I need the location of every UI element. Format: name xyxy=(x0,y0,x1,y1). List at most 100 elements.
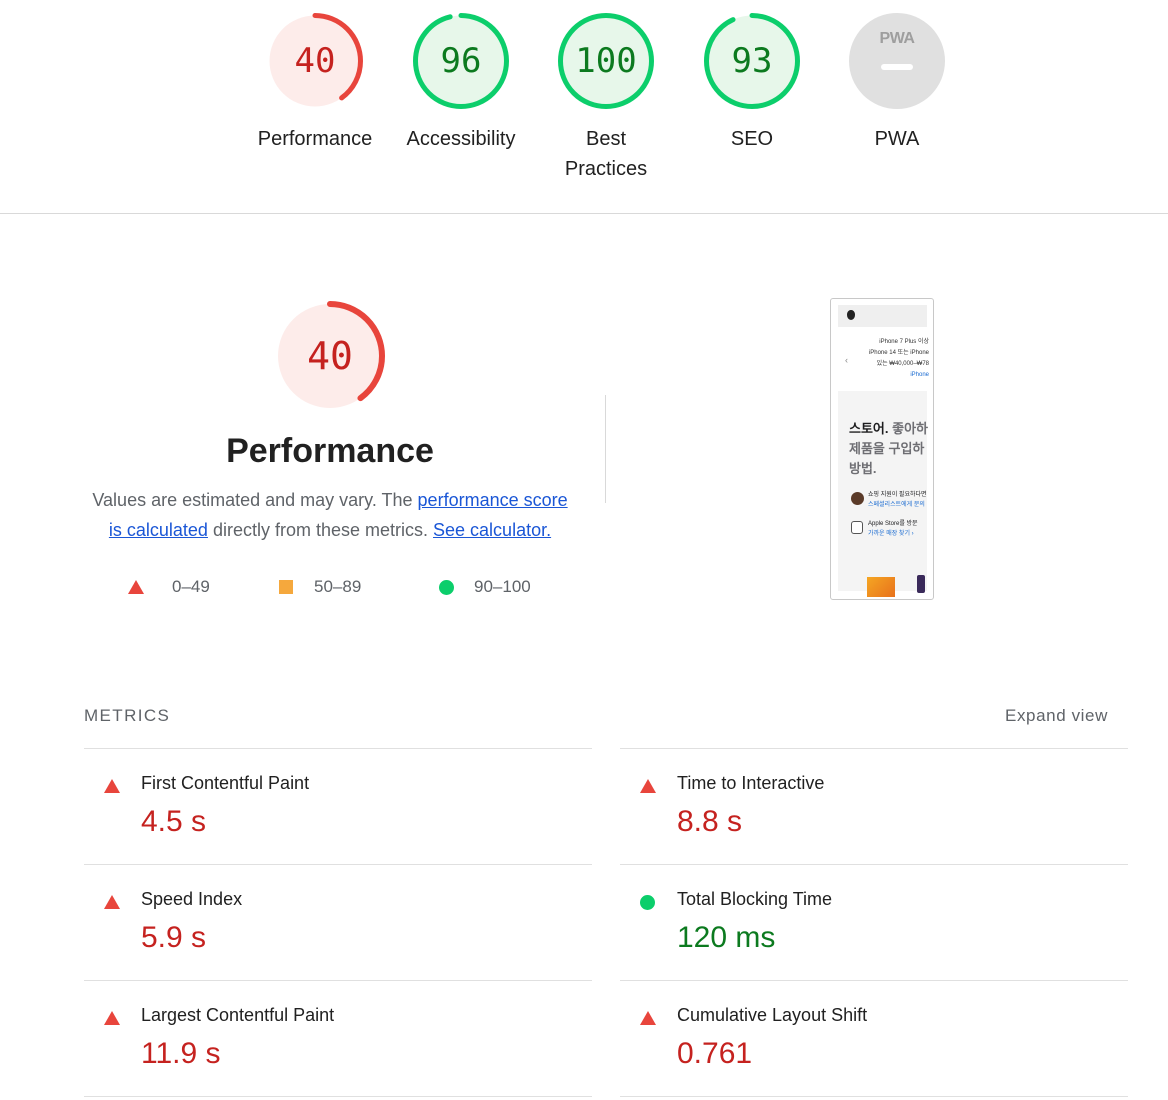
square-icon xyxy=(279,580,293,594)
gauge-progress-arc xyxy=(558,13,654,109)
expand-view-toggle[interactable]: Expand view xyxy=(1005,706,1108,725)
metric-name: Largest Contentful Paint xyxy=(141,1005,335,1025)
metric-value: 8.8 s xyxy=(677,805,743,838)
metric-value: 5.9 s xyxy=(141,921,207,954)
metric-name: First Contentful Paint xyxy=(141,773,310,793)
apple-logo-icon xyxy=(847,310,855,320)
metric-value: 11.9 s xyxy=(141,1037,221,1070)
legend-pass-range: 90–100 xyxy=(474,577,531,596)
gauge-ring: 40 xyxy=(266,12,364,110)
triangle-icon xyxy=(128,580,144,594)
gauge-accessibility[interactable]: 96 Accessibility xyxy=(391,12,531,154)
desc-text-pre: Values are estimated and may vary. The xyxy=(92,490,418,510)
gauge-seo[interactable]: 93 SEO xyxy=(682,12,822,154)
gauge-background xyxy=(415,15,507,107)
metric-time-to-interactive[interactable]: Time to Interactive 8.8 s xyxy=(620,748,1128,864)
headline-line: 제품을 구입하 xyxy=(849,441,925,456)
metric-value: 0.761 xyxy=(677,1037,753,1070)
legend-average-range: 50–89 xyxy=(314,577,362,596)
pwa-badge-text: PWA xyxy=(879,30,915,47)
screenshot-row: Apple Store를 방문 가까운 매장 찾기 › xyxy=(868,519,933,539)
gauge-progress-arc xyxy=(275,301,385,411)
section-divider xyxy=(605,395,606,503)
gauge-ring: 96 xyxy=(412,12,510,110)
gauge-best-practices[interactable]: 100 Best Practices xyxy=(536,12,676,184)
gauge-label: Performance xyxy=(257,128,373,150)
notice-line: iPhone 7 Plus 이상 xyxy=(879,339,929,345)
row-link: 스페셜리스트에게 문의 xyxy=(868,502,925,508)
screenshot-headline: 스토어. 좋아하 제품을 구입하 방법. xyxy=(849,419,929,479)
metrics-bottom-border xyxy=(620,1096,1128,1097)
gauge-label: PWA xyxy=(874,128,920,150)
gauge-pwa[interactable]: PWA PWA xyxy=(827,12,967,154)
gauge-progress-arc xyxy=(267,13,363,109)
row-title: Apple Store를 방문 xyxy=(868,521,918,527)
gauge-score: 96 xyxy=(440,41,482,81)
product-image xyxy=(867,577,895,597)
metrics-header: METRICS xyxy=(84,706,171,725)
gauge-background xyxy=(269,15,361,107)
notice-line: 있는 ₩40,000–₩78 xyxy=(876,361,929,367)
fail-triangle-icon xyxy=(640,1011,656,1025)
row-link: 가까운 매장 찾기 › xyxy=(868,531,914,537)
gauge-background xyxy=(278,304,382,408)
desc-text-mid: directly from these metrics. xyxy=(207,520,434,540)
metric-total-blocking-time[interactable]: Total Blocking Time 120 ms xyxy=(620,864,1128,980)
fail-triangle-icon xyxy=(640,779,656,793)
headline-line: 방법. xyxy=(849,461,877,476)
pwa-badge xyxy=(849,13,945,109)
metric-first-contentful-paint[interactable]: First Contentful Paint 4.5 s xyxy=(84,748,592,864)
gauge-ring: PWA xyxy=(848,12,946,110)
performance-score: 40 xyxy=(307,334,353,378)
fail-triangle-icon xyxy=(104,895,120,909)
metric-name: Total Blocking Time xyxy=(677,889,833,909)
gauge-label: Accessibility xyxy=(406,128,516,150)
notice-link: iPhone xyxy=(910,372,929,378)
metric-largest-contentful-paint[interactable]: Largest Contentful Paint 11.9 s xyxy=(84,980,592,1096)
gauge-performance[interactable]: 40 Performance xyxy=(245,12,385,154)
gauge-score: 100 xyxy=(575,41,637,81)
performance-gauge: 40 xyxy=(274,300,386,412)
screenshot-row: 쇼핑 지원이 필요하다면 스페셜리스트에게 문의 xyxy=(868,490,933,510)
gauge-arc-3 xyxy=(704,13,800,109)
metric-name: Time to Interactive xyxy=(677,773,825,793)
metric-cumulative-layout-shift[interactable]: Cumulative Layout Shift 0.761 xyxy=(620,980,1128,1096)
metric-value: 120 ms xyxy=(677,921,776,954)
headline-bold: 스토어. xyxy=(849,421,889,436)
row-title: 쇼핑 지원이 필요하다면 xyxy=(868,492,927,498)
category-gauges: 40 Performance 96 Accessibility 100 Best… xyxy=(0,0,1168,214)
performance-gauge-arc xyxy=(275,301,385,411)
specialist-avatar xyxy=(851,492,864,505)
screenshot-notice: iPhone 7 Plus 이상 iPhone 14 또는 iPhone 있는 … xyxy=(851,337,929,381)
gauge-progress-arc xyxy=(413,13,509,109)
headline-rest: 좋아하 xyxy=(888,421,928,436)
performance-summary: 40 Performance Values are estimated and … xyxy=(80,300,580,545)
metrics-bottom-border xyxy=(84,1096,592,1097)
screenshot-nav-bar xyxy=(838,305,927,327)
pass-circle-icon xyxy=(640,895,655,910)
gauge-arc-2 xyxy=(558,13,654,109)
gauge-arc-0 xyxy=(267,13,363,109)
gauge-ring: 93 xyxy=(703,12,801,110)
gauge-progress-arc xyxy=(704,13,800,109)
metric-name: Cumulative Layout Shift xyxy=(677,1005,868,1025)
screenshot-hero xyxy=(838,391,927,591)
notice-line: iPhone 14 또는 iPhone xyxy=(868,350,929,356)
gauge-background xyxy=(706,15,798,107)
performance-title: Performance xyxy=(226,432,434,470)
fail-triangle-icon xyxy=(104,1011,120,1025)
metric-value: 4.5 s xyxy=(141,805,207,838)
circle-icon xyxy=(439,580,454,595)
metric-name: Speed Index xyxy=(141,889,243,909)
gauge-ring: 100 xyxy=(557,12,655,110)
performance-score-link[interactable]: performance score is calculated xyxy=(108,490,568,540)
gauge-label: Best Practices xyxy=(564,128,648,180)
metric-speed-index[interactable]: Speed Index 5.9 s xyxy=(84,864,592,980)
score-legend: 0–49 50–89 90–100 xyxy=(120,576,580,600)
store-icon xyxy=(851,521,863,534)
product-image xyxy=(917,575,925,593)
fail-triangle-icon xyxy=(104,779,120,793)
performance-description: Values are estimated and may vary. The p… xyxy=(80,485,580,545)
final-screenshot[interactable]: ‹ iPhone 7 Plus 이상 iPhone 14 또는 iPhone 있… xyxy=(830,298,934,600)
see-calculator-link[interactable]: See calculator. xyxy=(433,520,552,540)
